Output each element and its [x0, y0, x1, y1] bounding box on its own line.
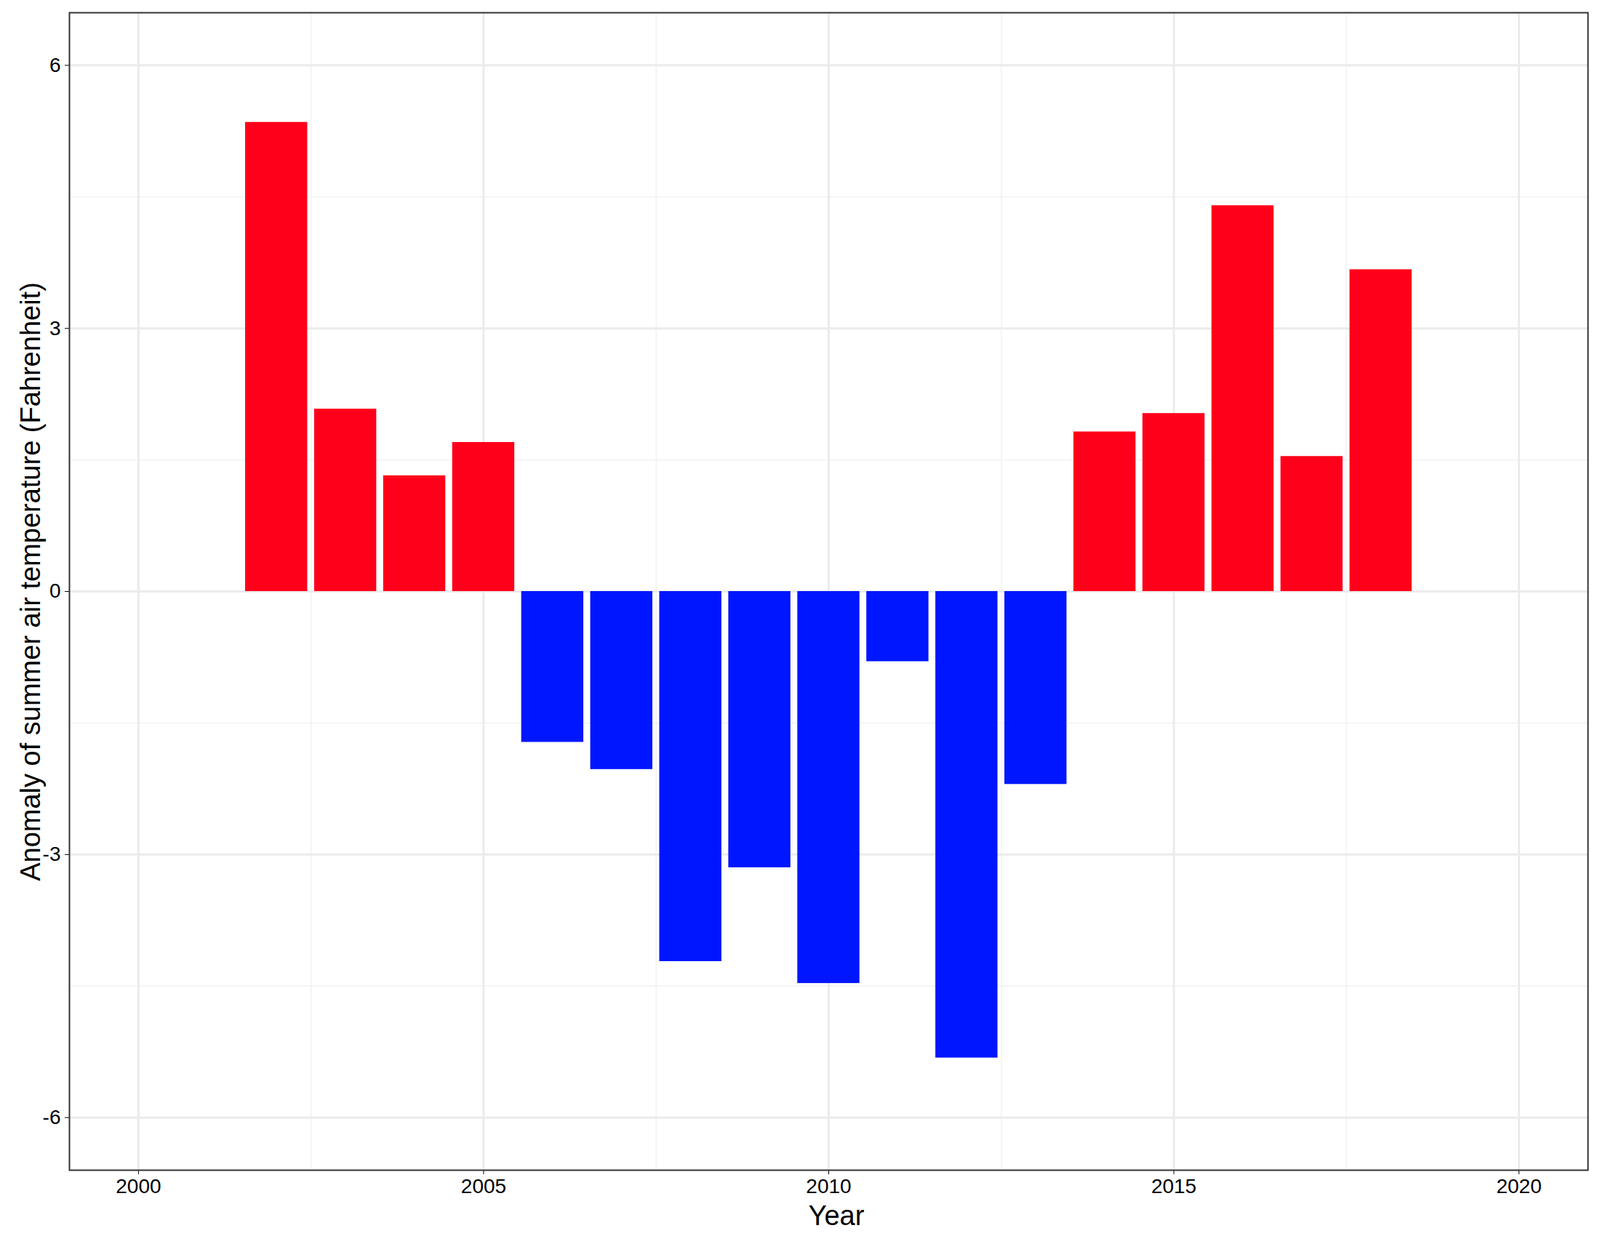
svg-text:-6: -6 [42, 1106, 62, 1129]
svg-text:-3: -3 [42, 843, 61, 866]
svg-text:0: 0 [49, 579, 62, 603]
html-text:Anomaly of summer air temperat: Anomaly of summer air temperature (Fahre… [14, 282, 46, 882]
svg-text:3: 3 [49, 317, 62, 340]
svg-text:2010: 2010 [805, 1175, 851, 1198]
svg-text:2015: 2015 [1151, 1175, 1197, 1198]
svg-text:2000: 2000 [115, 1175, 161, 1198]
svg-text:6: 6 [49, 53, 62, 77]
svg-text:2020: 2020 [1496, 1175, 1542, 1198]
svg-text:2005: 2005 [461, 1175, 507, 1198]
html-text:Year: Year [808, 1200, 865, 1231]
